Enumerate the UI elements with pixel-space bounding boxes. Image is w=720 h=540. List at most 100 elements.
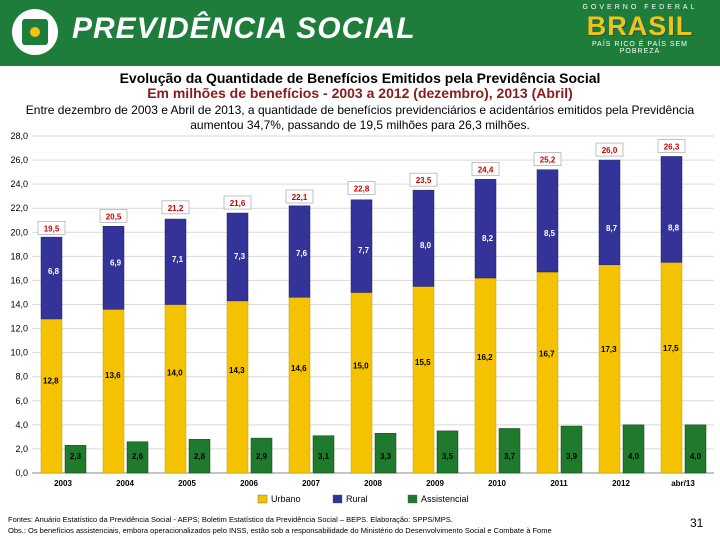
total-label-box bbox=[37, 221, 66, 235]
rural-value-label: 7,6 bbox=[296, 249, 308, 258]
assistencial-value-label: 2,3 bbox=[70, 452, 82, 461]
total-label-box bbox=[347, 181, 376, 195]
urbano-value-label: 15,0 bbox=[353, 361, 369, 370]
gov-country: BRASIL bbox=[586, 11, 694, 41]
rural-value-label: 7,3 bbox=[234, 252, 246, 261]
rural-value-label: 6,8 bbox=[48, 267, 60, 276]
header-banner: PREVIDÊNCIA SOCIAL GOVERNO FEDERAL BRASI… bbox=[0, 0, 720, 66]
x-tick-label: 2005 bbox=[178, 479, 196, 488]
assistencial-value-label: 2,6 bbox=[132, 452, 144, 461]
urbano-bar bbox=[40, 318, 63, 474]
rural-bar bbox=[102, 226, 125, 310]
total-value-label: 19,5 bbox=[44, 224, 60, 233]
page-number: 31 bbox=[690, 516, 704, 530]
assistencial-bar bbox=[374, 433, 397, 474]
urbano-value-label: 14,3 bbox=[229, 366, 245, 375]
assistencial-bar bbox=[622, 424, 645, 474]
x-tick-label: abr/13 bbox=[671, 479, 695, 488]
x-tick-label: 2010 bbox=[488, 479, 506, 488]
total-label-box bbox=[409, 172, 438, 187]
urbano-value-label: 17,3 bbox=[601, 345, 617, 354]
assistencial-value-label: 3,1 bbox=[318, 452, 330, 461]
urbano-value-label: 13,6 bbox=[105, 371, 121, 380]
total-value-label: 24,4 bbox=[478, 165, 494, 174]
total-value-label: 26,0 bbox=[602, 146, 618, 155]
total-label-box bbox=[595, 142, 624, 157]
total-value-label: 21,2 bbox=[168, 204, 184, 213]
y-tick-label: 18,0 bbox=[10, 251, 28, 261]
y-tick-label: 12,0 bbox=[10, 324, 28, 334]
assistencial-value-label: 3,3 bbox=[380, 452, 392, 461]
total-label-box bbox=[223, 195, 252, 210]
urbano-bar bbox=[164, 304, 187, 474]
total-label-box bbox=[471, 162, 500, 176]
y-tick-label: 20,0 bbox=[10, 227, 28, 237]
description-text: Entre dezembro de 2003 e Abril de 2013, … bbox=[25, 103, 695, 132]
assistencial-bar bbox=[126, 441, 149, 474]
y-tick-label: 4,0 bbox=[15, 420, 28, 430]
assistencial-bar bbox=[64, 445, 87, 474]
legend-swatch bbox=[332, 494, 343, 504]
brand-title: PREVIDÊNCIA SOCIAL bbox=[72, 12, 416, 45]
assistencial-bar bbox=[250, 437, 273, 474]
total-value-label: 21,6 bbox=[230, 199, 246, 208]
stacked-bar-chart: 0,0 2,0 4,0 6,0 8,0 10,0 12,0 14,0 16,0 18,0 20,0 2… bbox=[10, 131, 714, 504]
rural-value-label: 7,1 bbox=[172, 255, 184, 264]
assistencial-bar bbox=[188, 439, 211, 474]
rural-bar bbox=[288, 205, 311, 298]
gov-label: GOVERNO FEDERAL bbox=[582, 4, 698, 11]
urbano-bar bbox=[474, 277, 497, 474]
legend-swatch bbox=[257, 494, 268, 504]
total-label-box bbox=[285, 189, 314, 204]
urbano-value-label: 15,5 bbox=[415, 358, 431, 367]
y-tick-label: 22,0 bbox=[10, 203, 28, 213]
urbano-bar bbox=[288, 297, 311, 474]
total-label-box bbox=[161, 200, 190, 215]
assistencial-value-label: 3,7 bbox=[504, 452, 516, 461]
urbano-value-label: 14,6 bbox=[291, 364, 307, 373]
total-value-label: 23,5 bbox=[416, 176, 432, 185]
page-title: Evolução da Quantidade de Benefícios Emi… bbox=[119, 70, 601, 86]
rural-bar bbox=[660, 156, 683, 263]
rural-bar bbox=[412, 189, 435, 287]
assistencial-value-label: 2,9 bbox=[256, 452, 268, 461]
x-tick-label: 2007 bbox=[302, 479, 320, 488]
rural-value-label: 6,9 bbox=[110, 259, 122, 268]
rural-value-label: 7,7 bbox=[358, 246, 370, 255]
y-tick-label: 6,0 bbox=[15, 396, 28, 406]
rural-bar bbox=[226, 212, 249, 302]
assistencial-bar bbox=[498, 428, 521, 474]
total-value-label: 22,8 bbox=[354, 185, 370, 194]
x-tick-label: 2011 bbox=[550, 479, 568, 488]
assistencial-bar bbox=[312, 435, 335, 474]
y-tick-label: 14,0 bbox=[10, 300, 28, 310]
rural-bar bbox=[40, 236, 63, 320]
urbano-value-label: 16,7 bbox=[539, 349, 555, 358]
assistencial-value-label: 4,0 bbox=[690, 452, 702, 461]
rural-bar bbox=[350, 199, 373, 293]
assistencial-bar bbox=[560, 425, 583, 474]
x-tick-label: 2009 bbox=[426, 479, 444, 488]
total-value-label: 20,5 bbox=[106, 212, 122, 221]
page-subtitle: Em milhões de benefícios - 2003 a 2012 (… bbox=[147, 85, 573, 101]
urbano-value-label: 16,2 bbox=[477, 353, 493, 362]
x-tick-label: 2006 bbox=[240, 479, 258, 488]
y-tick-label: 8,0 bbox=[15, 372, 28, 382]
rural-bar bbox=[598, 159, 621, 266]
total-value-label: 26,3 bbox=[664, 142, 680, 151]
urbano-bar bbox=[226, 300, 249, 474]
urbano-bar bbox=[412, 286, 435, 474]
x-tick-label: 2012 bbox=[612, 479, 630, 488]
urbano-bar bbox=[536, 271, 559, 474]
rural-value-label: 8,0 bbox=[420, 241, 432, 250]
y-tick-label: 16,0 bbox=[10, 275, 28, 285]
urbano-value-label: 12,8 bbox=[43, 377, 59, 386]
urbano-bar bbox=[660, 262, 683, 474]
footer-note: Obs.: Os benefícios assistenciais, embor… bbox=[8, 526, 552, 535]
x-tick-label: 2008 bbox=[364, 479, 382, 488]
previdencia-logo-icon bbox=[12, 9, 58, 55]
total-label-box bbox=[533, 152, 562, 166]
rural-value-label: 8,8 bbox=[668, 224, 680, 233]
rural-value-label: 8,2 bbox=[482, 234, 494, 243]
assistencial-bar bbox=[436, 430, 459, 474]
